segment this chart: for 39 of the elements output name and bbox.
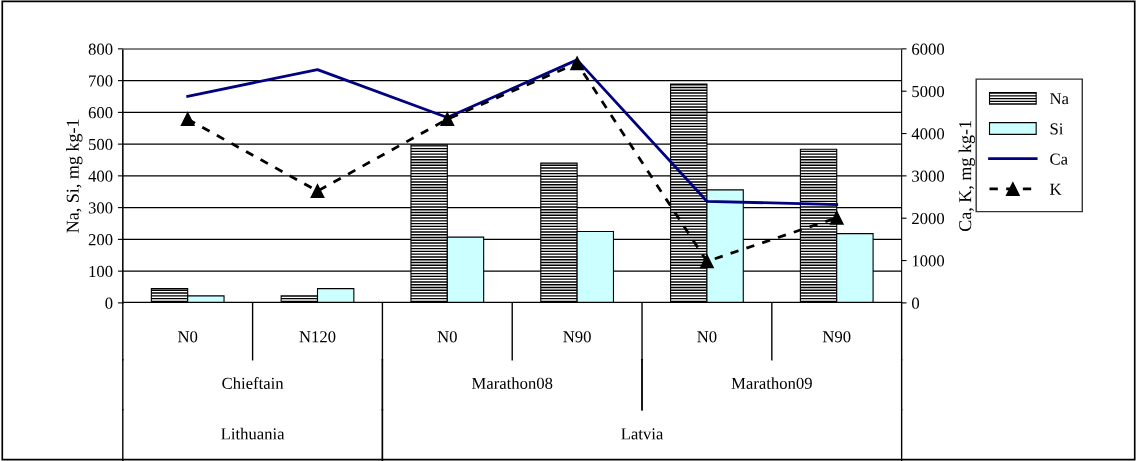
point — [829, 210, 844, 225]
text: Latvia — [621, 428, 664, 440]
y2-tick-label: 3000 — [912, 170, 945, 182]
text: Chieftain — [222, 377, 284, 389]
y-tick-label: 300 — [88, 202, 113, 214]
y2-tick-label: 0 — [912, 297, 920, 309]
x-tick-label: N0 — [437, 331, 457, 343]
x-tick-label: N0 — [697, 331, 717, 343]
x-tick-label: N0 — [177, 331, 198, 343]
legend-label: Ca — [1050, 153, 1068, 165]
text: Marathon09 — [731, 377, 812, 389]
point — [699, 254, 714, 269]
text: Marathon08 — [471, 377, 553, 389]
y-tick-label: 800 — [88, 43, 113, 55]
y2-tick-label: 4000 — [911, 128, 945, 140]
x-tick-label: N90 — [822, 331, 851, 343]
x-tick-label: N120 — [299, 331, 336, 343]
point — [440, 112, 455, 127]
y-tick-label: 0 — [105, 297, 113, 309]
point — [180, 112, 195, 127]
text: Lithuania — [221, 427, 285, 440]
legend-label: Si — [1050, 123, 1064, 135]
legend-label: Na — [1049, 93, 1069, 105]
legend-label: K — [1049, 183, 1062, 195]
y-tick-label: 600 — [88, 107, 113, 119]
y-tick-label: 400 — [88, 170, 113, 182]
x-tick-label: N90 — [563, 331, 591, 343]
y2-tick-label: 5000 — [912, 85, 945, 98]
y2-axis-title: Ca, K, mg kg-1 — [958, 121, 976, 232]
y-tick-label: 500 — [89, 138, 113, 151]
y-tick-label: 700 — [89, 75, 113, 87]
y-tick-label: 200 — [88, 234, 113, 246]
y-axis-title: Na, Si, mg kg-1 — [66, 119, 83, 233]
y2-tick-label: 2000 — [912, 212, 945, 225]
y2-tick-label: 6000 — [912, 43, 945, 55]
y2-tick-label: 1000 — [912, 255, 945, 267]
point — [570, 56, 585, 71]
point — [310, 184, 325, 199]
y-tick-label: 100 — [89, 265, 113, 278]
